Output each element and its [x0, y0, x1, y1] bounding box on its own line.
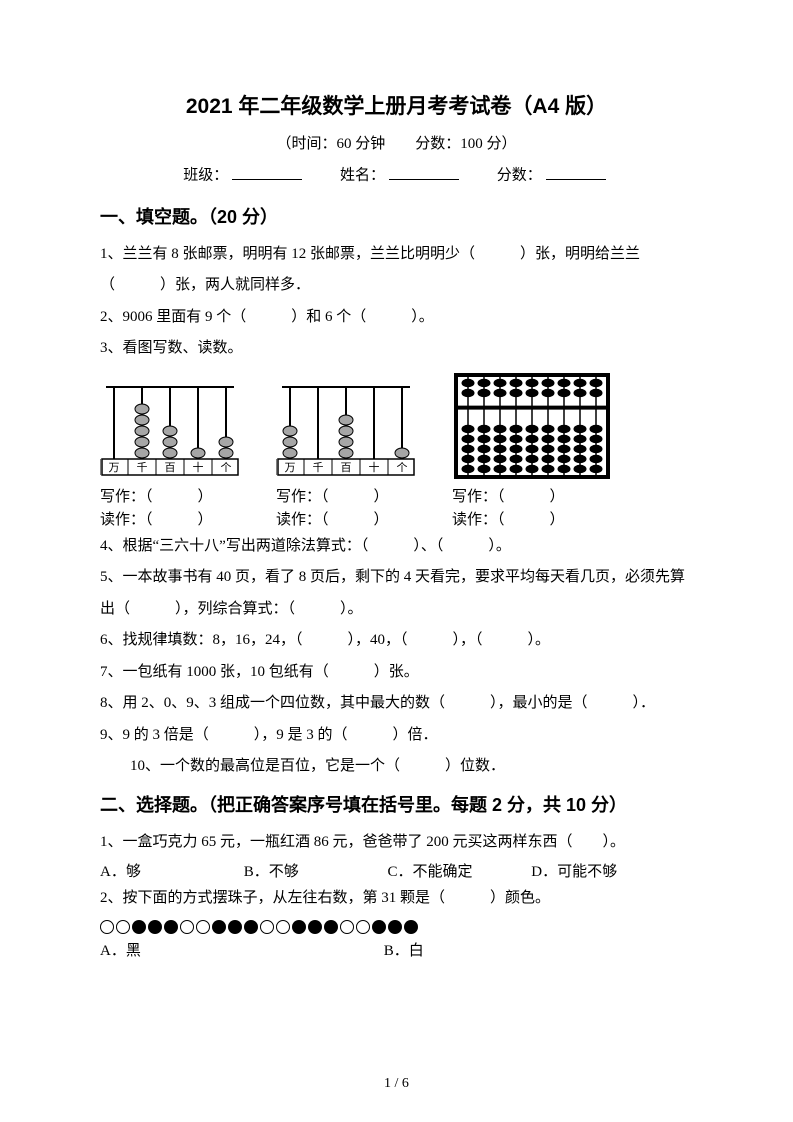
write-2: 写作：（ ） — [276, 485, 452, 506]
choice-d: D．可能不够 — [531, 860, 617, 881]
name-blank[interactable] — [389, 163, 459, 180]
s2-question-2: 2、按下面的方式摆珠子，从左往右数，第 31 颗是（ ）颜色。 — [100, 883, 693, 915]
question-1: 1、兰兰有 8 张邮票，明明有 12 张邮票，兰兰比明明少（ ）张，明明给兰兰（… — [100, 239, 693, 302]
question-10-text: 10、一个数的最高位是百位，它是一个（ ）位数． — [100, 751, 693, 783]
student-fields: 班级： 姓名： 分数： — [100, 163, 693, 185]
s2q2-choice-a: A．黑 — [100, 939, 380, 960]
question-7: 7、一包纸有 1000 张，10 包纸有（ ）张。 — [100, 657, 693, 689]
read-row: 读作：（ ） 读作：（ ） 读作：（ ） — [100, 508, 693, 529]
question-6: 6、找规律填数：8，16，24，（ ），40，（ ），（ ）。 — [100, 625, 693, 657]
class-label: 班级： — [183, 168, 228, 184]
exam-page: 2021 年二年级数学上册月考考试卷（A4 版） （时间：60 分钟 分数：10… — [0, 0, 793, 1122]
write-3: 写作：（ ） — [452, 485, 628, 506]
svg-text:百: 百 — [341, 462, 352, 474]
s2-q2-choices: A．黑 B．白 — [100, 939, 693, 960]
svg-text:百: 百 — [165, 462, 176, 474]
score-blank[interactable] — [546, 163, 606, 180]
abacus-row: 万千百十个 万千百十个 — [100, 371, 693, 481]
svg-text:万: 万 — [285, 462, 296, 474]
choice-a: A．够 — [100, 860, 240, 881]
score-label: 分数： — [497, 168, 542, 184]
question-4: 4、根据“三六十八”写出两道除法算式：（ ）、（ ）。 — [100, 531, 693, 563]
read-2: 读作：（ ） — [276, 508, 452, 529]
class-blank[interactable] — [232, 163, 302, 180]
read-1: 读作：（ ） — [100, 508, 276, 529]
name-label: 姓名： — [340, 168, 385, 184]
suanpan — [452, 371, 612, 481]
section-2-heading: 二、选择题。（把正确答案序号填在括号里。每题 2 分，共 10 分） — [100, 791, 693, 817]
question-10: 10、一个数的最高位是百位，它是一个（ ）位数． — [100, 751, 693, 783]
write-1: 写作：（ ） — [100, 485, 276, 506]
svg-text:十: 十 — [369, 460, 380, 474]
section-1-heading: 一、填空题。（20 分） — [100, 203, 693, 229]
read-3: 读作：（ ） — [452, 508, 628, 529]
question-2: 2、9006 里面有 9 个（ ）和 6 个（ ）。 — [100, 302, 693, 334]
svg-text:十: 十 — [193, 460, 204, 474]
write-row: 写作：（ ） 写作：（ ） 写作：（ ） — [100, 485, 693, 506]
s2-q1-choices: A．够 B．不够 C．不能确定 D．可能不够 — [100, 860, 693, 881]
svg-text:万: 万 — [109, 462, 120, 474]
question-3: 3、看图写数、读数。 — [100, 333, 693, 365]
choice-b: B．不够 — [244, 860, 384, 881]
question-9: 9、9 的 3 倍是（ ），9 是 3 的（ ）倍． — [100, 720, 693, 752]
choice-c: C．不能确定 — [388, 860, 528, 881]
page-footer: 1 / 6 — [0, 1076, 793, 1092]
svg-text:千: 千 — [137, 461, 148, 474]
svg-text:个: 个 — [397, 461, 408, 474]
page-title: 2021 年二年级数学上册月考考试卷（A4 版） — [100, 90, 693, 120]
svg-text:千: 千 — [313, 461, 324, 474]
s2-question-1: 1、一盒巧克力 65 元，一瓶红酒 86 元，爸爸带了 200 元买这两样东西（… — [100, 827, 693, 859]
abacus-1: 万千百十个 — [100, 381, 240, 481]
bead-pattern — [100, 919, 693, 937]
question-5: 5、一本故事书有 40 页，看了 8 页后，剩下的 4 天看完，要求平均每天看几… — [100, 562, 693, 625]
question-8: 8、用 2、0、9、3 组成一个四位数，其中最大的数（ ），最小的是（ ）． — [100, 688, 693, 720]
abacus-2: 万千百十个 — [276, 381, 416, 481]
svg-text:个: 个 — [221, 461, 232, 474]
s2q2-choice-b: B．白 — [384, 939, 424, 960]
page-subtitle: （时间：60 分钟 分数：100 分） — [100, 132, 693, 153]
